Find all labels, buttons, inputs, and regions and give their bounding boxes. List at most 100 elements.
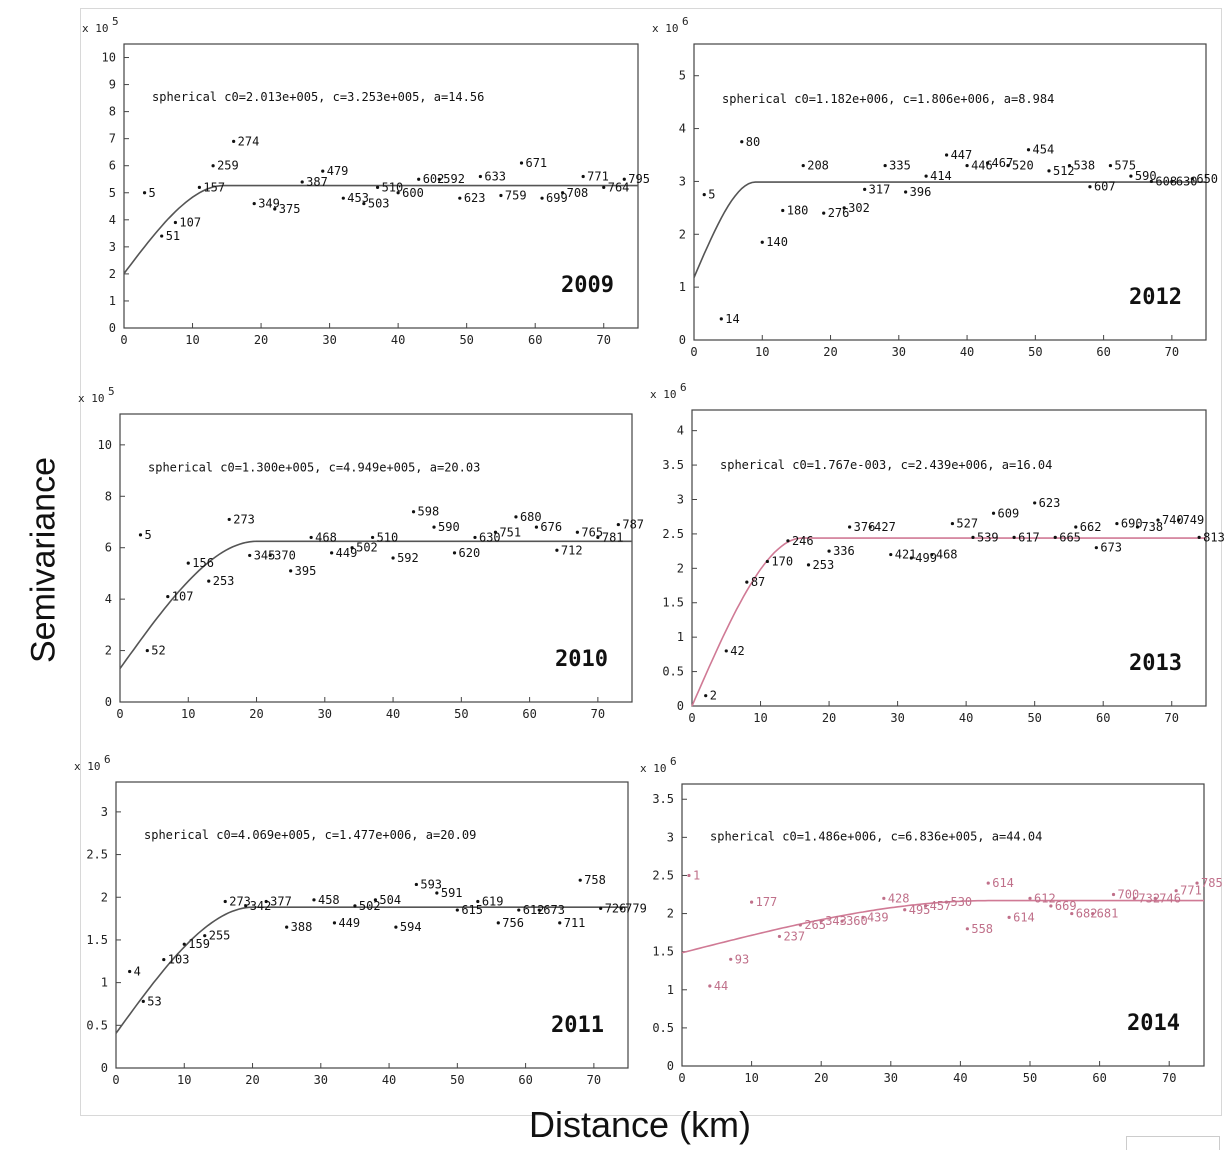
- data-point-label: 5: [144, 528, 151, 542]
- panel-year-label: 2013: [1129, 651, 1182, 676]
- data-point: [596, 535, 600, 540]
- data-point: [227, 517, 231, 522]
- x-tick-label: 20: [823, 345, 837, 359]
- y-tick-label: 0: [679, 333, 686, 347]
- data-point-label: 614: [992, 876, 1014, 890]
- data-point: [719, 317, 723, 321]
- data-point: [561, 191, 565, 195]
- model-annotation: spherical c0=2.013e+005, c=3.253e+005, a…: [152, 90, 484, 104]
- data-point-label: 527: [956, 517, 978, 531]
- data-point-label: 387: [306, 175, 328, 189]
- y-tick-label: 0: [105, 695, 112, 709]
- spherical-model-curve: [691, 537, 1206, 707]
- data-point-label: 107: [179, 216, 201, 230]
- model-annotation: spherical c0=1.486e+006, c=6.836e+005, a…: [710, 829, 1042, 843]
- data-point: [1094, 546, 1098, 550]
- data-point-label: 253: [213, 574, 235, 588]
- data-point: [1049, 904, 1053, 908]
- x-tick-label: 0: [116, 707, 123, 721]
- data-point-label: 612: [523, 903, 545, 917]
- data-point: [558, 921, 562, 925]
- data-point-label: 600: [402, 186, 424, 200]
- data-point: [965, 927, 969, 931]
- data-point: [1007, 915, 1011, 919]
- data-point-label: 52: [151, 644, 165, 658]
- y-tick-label: 9: [109, 78, 116, 92]
- data-point: [540, 196, 544, 200]
- y-tick-label: 3: [677, 492, 684, 506]
- data-point-label: 510: [377, 530, 399, 544]
- data-point: [432, 525, 436, 529]
- data-point-label: 520: [1012, 159, 1034, 173]
- data-point-label: 623: [464, 191, 486, 205]
- data-point: [1115, 521, 1119, 526]
- data-point: [330, 551, 334, 555]
- data-point: [370, 535, 375, 540]
- data-point-label: 795: [628, 172, 650, 186]
- axis-multiplier: x 10: [78, 392, 105, 405]
- data-point: [1028, 896, 1032, 900]
- x-tick-label: 30: [322, 333, 336, 347]
- data-point: [861, 915, 865, 919]
- x-tick-label: 40: [386, 707, 400, 721]
- data-point: [1195, 881, 1199, 885]
- data-point: [452, 551, 457, 555]
- data-point: [619, 906, 623, 910]
- data-point: [1067, 163, 1072, 168]
- axis-multiplier: x 10: [82, 22, 109, 35]
- x-tick-label: 10: [753, 711, 767, 725]
- data-point-label: 662: [1080, 520, 1102, 534]
- figure-frame: [80, 8, 1222, 1116]
- x-tick-label: 10: [177, 1073, 191, 1087]
- data-point-label: 375: [279, 202, 301, 216]
- y-tick-label: 0: [109, 321, 116, 335]
- data-point-label: 740: [1162, 513, 1184, 527]
- data-point: [1149, 179, 1153, 184]
- data-point-label: 156: [192, 556, 214, 570]
- data-point-label: 530: [950, 895, 972, 909]
- data-point: [252, 201, 256, 206]
- y-tick-label: 0.5: [652, 1021, 674, 1035]
- x-tick-label: 30: [892, 345, 906, 359]
- data-point: [985, 161, 990, 165]
- data-point: [924, 904, 928, 908]
- y-tick-label: 2: [101, 890, 108, 904]
- data-point: [244, 904, 248, 908]
- data-point-label: 673: [543, 903, 565, 917]
- data-point: [309, 535, 313, 540]
- y-tick-label: 4: [679, 122, 686, 136]
- data-point-label: 468: [936, 548, 958, 562]
- data-point-label: 512: [1053, 164, 1075, 178]
- data-point: [517, 908, 521, 912]
- data-point: [578, 878, 582, 882]
- y-tick-label: 4: [105, 592, 112, 606]
- data-point-label: 607: [1094, 180, 1116, 194]
- data-point: [555, 548, 559, 552]
- data-point: [300, 180, 304, 184]
- data-point-label: 453: [347, 191, 369, 205]
- x-tick-label: 0: [690, 345, 697, 359]
- data-point-label: 700: [1118, 888, 1140, 902]
- data-point-label: 620: [459, 546, 481, 560]
- data-point-label: 669: [1055, 899, 1077, 913]
- data-point-label: 602: [423, 172, 445, 186]
- data-point: [616, 522, 620, 527]
- axis-multiplier-exponent: 6: [670, 755, 677, 768]
- data-point: [1170, 179, 1174, 184]
- data-point-label: 377: [270, 895, 292, 909]
- x-axis-label: Distance (km): [528, 1104, 752, 1145]
- data-point: [264, 899, 268, 904]
- data-point: [1026, 148, 1031, 152]
- data-point: [599, 906, 603, 910]
- data-point-label: 51: [166, 229, 180, 243]
- data-point: [493, 530, 498, 534]
- y-tick-label: 8: [109, 105, 116, 119]
- data-point: [1047, 169, 1051, 173]
- data-point-label: 746: [1159, 891, 1181, 905]
- x-tick-label: 60: [1092, 1071, 1106, 1085]
- data-point: [411, 510, 416, 514]
- x-tick-label: 50: [459, 333, 473, 347]
- x-tick-label: 20: [822, 711, 836, 725]
- data-point-label: 454: [1033, 143, 1055, 157]
- model-annotation: spherical c0=1.300e+005, c=4.949e+005, a…: [148, 461, 480, 475]
